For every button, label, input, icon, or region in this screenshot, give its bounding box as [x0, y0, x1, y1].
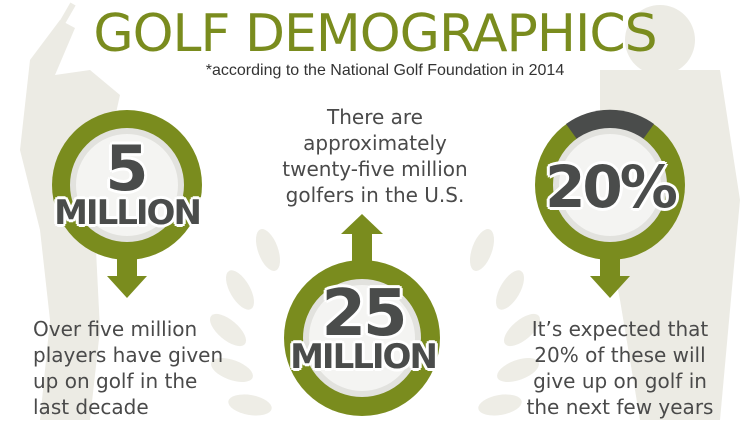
golf-ball-ring-icon [284, 214, 440, 416]
page-title: GOLF DEMOGRAPHICS [93, 4, 657, 64]
arrow-down-icon [590, 276, 630, 298]
stat-number: 5 [105, 132, 149, 205]
stat-25-million-badge: 25 MILLION [283, 210, 443, 422]
stat-20-percent-badge: 20% [535, 100, 685, 300]
stat-number: 20% [545, 153, 678, 221]
source-note: *according to the National Golf Foundati… [205, 62, 565, 79]
golf-ball-progress-ring-icon [535, 109, 685, 298]
arrow-up-icon [341, 214, 383, 234]
stat-unit: MILLION [54, 193, 202, 233]
stat-unit: MILLION [290, 337, 438, 377]
stat-number: 25 [321, 277, 407, 351]
stat-5-million-description: Over five million players have given up … [33, 317, 224, 419]
stat-25-million-description: There are approximately twenty-five mill… [282, 105, 468, 207]
stat-5-million-badge: 5 MILLION [52, 100, 202, 300]
stat-20-percent-description: It’s expected that 20% of these will giv… [526, 317, 714, 419]
golf-ball-ring-icon [52, 110, 202, 298]
arrow-down-icon [107, 276, 147, 298]
